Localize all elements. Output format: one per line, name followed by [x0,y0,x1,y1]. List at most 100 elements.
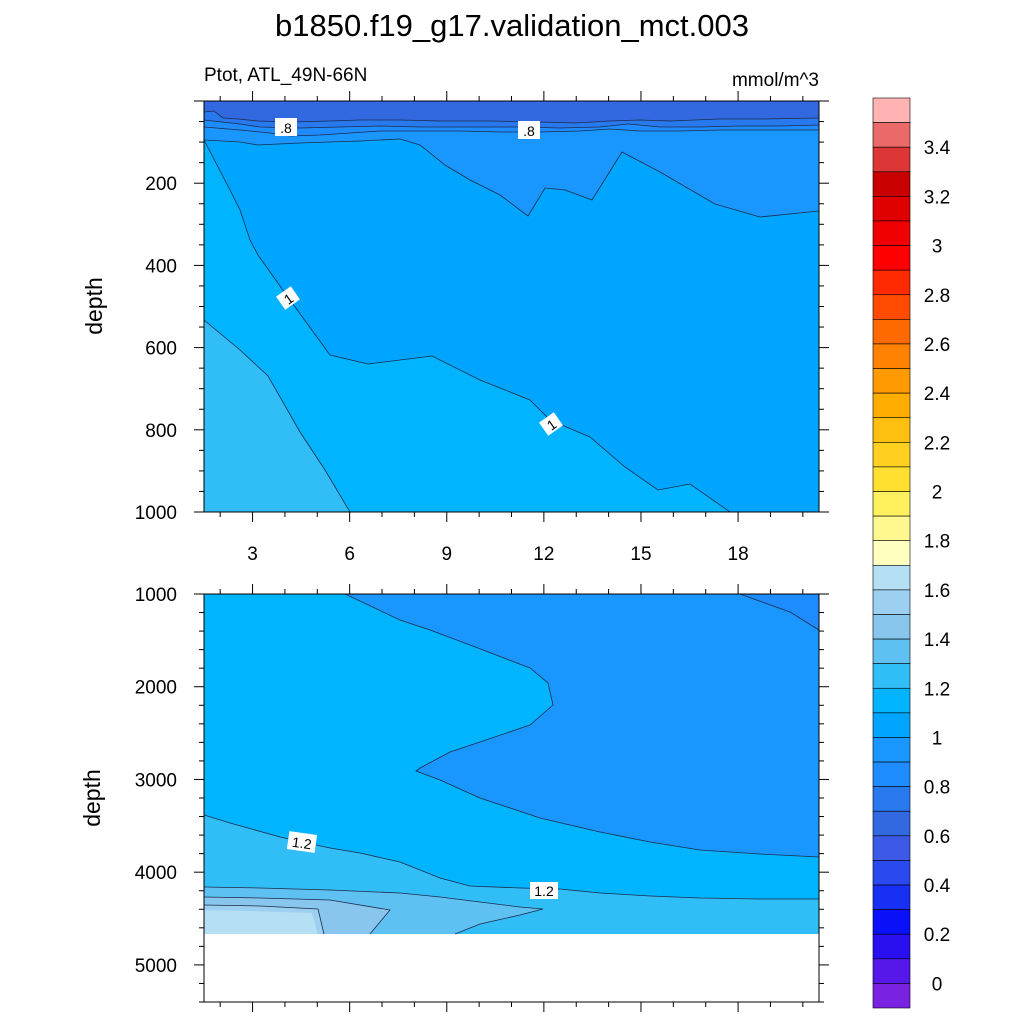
colorbar-box [872,343,911,369]
colorbar-box [872,442,911,468]
colorbar-box [872,540,911,566]
colorbar-box [872,220,911,246]
colorbar-box [872,933,911,960]
colorbar-box [872,466,911,492]
colorbar-box [872,564,911,591]
x-tick-label: 9 [441,544,452,565]
colorbar-box [872,860,911,886]
bottom-panel: 1000 2000 3000 4000 5000 1.2 1.2 [135,584,829,1012]
colorbar-box [872,171,911,197]
chart-subtitle-left: Ptot, ATL_49N-66N [204,65,367,86]
colorbar-box [872,835,911,861]
y-tick-label: 1000 [135,503,177,524]
colorbar-tick-label: 0.4 [924,876,951,897]
colorbar-box [872,983,911,1009]
y-tick-label: 600 [145,339,177,360]
colorbar-tick-label: 2.4 [924,384,951,405]
colorbar-box [872,294,911,320]
contour-label-bot-2: 1.2 [530,882,558,899]
colorbar-box [872,97,911,123]
colorbar-labels: 3.4 3.2 3 2.8 2.6 2.4 2.2 2 1.8 1.6 1.4 1.2 1 0.8 0.6 0… [924,138,951,995]
colorbar-tick-label: 3.4 [924,138,951,159]
colorbar-box [872,515,911,542]
colorbar-box [872,761,911,787]
colorbar-box [872,663,911,689]
colorbar-box [872,245,911,271]
colorbar-tick-label: 1.8 [924,532,950,553]
colorbar-tick-label: 2.2 [924,433,950,454]
chart-title: b1850.f19_g17.validation_mct.003 [275,8,749,43]
fill-1.2-1.3 [204,140,730,512]
top-ticks [194,91,829,522]
fill-1.6-1.7-bot [204,910,318,934]
y-tick-label: 400 [145,256,177,277]
contour-label-bot-1: 1.2 [286,831,318,853]
colorbar-tick-label: 0 [932,974,943,995]
colorbar-tick-label: 2 [932,483,943,504]
fill-1.0-1.1-bot [345,594,819,857]
colorbar-tick-label: 0.6 [924,827,950,848]
fill-1.3-1.4 [204,320,350,512]
svg-text:.8: .8 [523,123,535,139]
x-tick-label: 12 [533,544,554,565]
x-tick-label: 3 [247,544,258,565]
colorbar-box [872,614,911,640]
y-tick-label: 2000 [135,678,177,699]
colorbar-box [872,884,911,910]
contour-label-top-4: 1 [539,412,563,436]
y-tick-label: 200 [145,174,177,195]
colorbar-tick-label: 1.4 [924,630,951,651]
bottom-labels: 1000 2000 3000 4000 5000 [135,585,177,977]
colorbar-box [872,196,911,222]
ylabel-top: depth [81,277,107,335]
colorbar-box [872,417,911,443]
fill-0.9-1.0-bot [740,594,819,630]
y-tick-label: 1000 [135,585,177,606]
colorbar-box [872,810,911,837]
colorbar-box [872,368,911,394]
colorbar-tick-label: 0.2 [924,925,950,946]
colorbar-box [872,638,911,664]
svg-text:1.2: 1.2 [291,834,313,853]
colorbar-box [872,909,911,935]
y-tick-label: 5000 [135,956,177,977]
colorbar-tick-label: 1.2 [924,679,950,700]
contour-label-top-2: .8 [518,121,540,139]
colorbar: 3.4 3.2 3 2.8 2.6 2.4 2.2 2 1.8 1.6 1.4 1.2 1 0.8 0.6 0… [872,97,951,1009]
x-tick-label: 15 [630,544,651,565]
colorbar-tick-label: 3 [932,237,943,258]
colorbar-tick-label: 3.2 [924,187,950,208]
colorbar-tick-label: 2.6 [924,335,950,356]
contour-label-top-1: .8 [275,118,297,136]
colorbar-tick-label: 0.8 [924,778,950,799]
svg-text:.8: .8 [280,120,292,136]
colorbar-tick-label: 2.8 [924,286,950,307]
colorbar-boxes [872,97,911,1009]
colorbar-box [872,491,911,517]
chart-units: mmol/m^3 [732,70,819,91]
ylabel-bottom: depth [79,769,105,827]
svg-text:1.2: 1.2 [534,883,554,899]
colorbar-box [872,122,911,148]
top-labels: 3 6 9 12 15 18 200 400 600 800 1000 [135,174,749,565]
colorbar-box [872,712,911,738]
colorbar-box [872,737,911,763]
colorbar-box [872,392,911,419]
colorbar-box [872,589,911,615]
y-tick-label: 800 [145,421,177,442]
colorbar-box [872,958,911,984]
contour-label-top-3: 1 [276,286,300,310]
colorbar-box [872,786,911,812]
colorbar-box [872,269,911,296]
colorbar-box [872,687,911,714]
y-tick-label: 4000 [135,863,177,884]
y-tick-label: 3000 [135,770,177,791]
bottom-ticks [194,584,829,1012]
x-tick-label: 18 [728,544,749,565]
x-tick-label: 6 [344,544,355,565]
colorbar-tick-label: 1 [932,728,943,749]
top-panel: 3 6 9 12 15 18 200 400 600 800 1000 .8 .8 1 1 [135,91,829,565]
colorbar-box [872,319,911,345]
colorbar-tick-label: 1.6 [924,581,950,602]
